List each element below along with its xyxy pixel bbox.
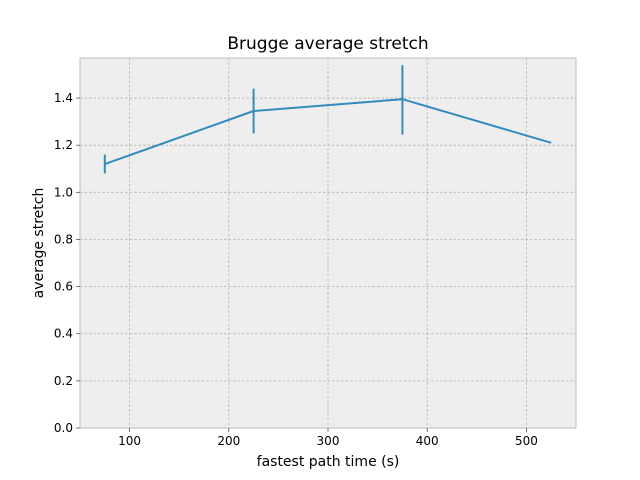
- y-tick-labels: 0.0 0.2 0.4 0.6 0.8 1.0 1.2 1.4: [54, 91, 80, 435]
- chart-title: Brugge average stretch: [227, 34, 428, 54]
- x-tick-label: 500: [515, 434, 538, 448]
- y-tick-label: 0.6: [54, 280, 73, 294]
- y-axis-label: average stretch: [31, 188, 47, 299]
- y-tick-label: 1.0: [54, 185, 73, 199]
- x-tick-label: 100: [118, 434, 141, 448]
- y-tick-label: 1.4: [54, 91, 73, 105]
- x-tick-label: 400: [416, 434, 439, 448]
- x-tick-labels: 100 200 300 400 500: [118, 428, 538, 448]
- grid-lines: [80, 58, 576, 429]
- series-line: [104, 98, 552, 166]
- x-tick-label: 300: [317, 434, 340, 448]
- y-tick-label: 0.8: [54, 232, 73, 246]
- x-axis-label: fastest path time (s): [257, 454, 400, 470]
- x-tick-label: 200: [217, 434, 240, 448]
- y-tick-label: 0.0: [54, 421, 73, 435]
- series-layer: [103, 65, 552, 174]
- y-tick-label: 0.4: [54, 327, 73, 341]
- y-tick-label: 1.2: [54, 138, 73, 152]
- y-tick-label: 0.2: [54, 374, 73, 388]
